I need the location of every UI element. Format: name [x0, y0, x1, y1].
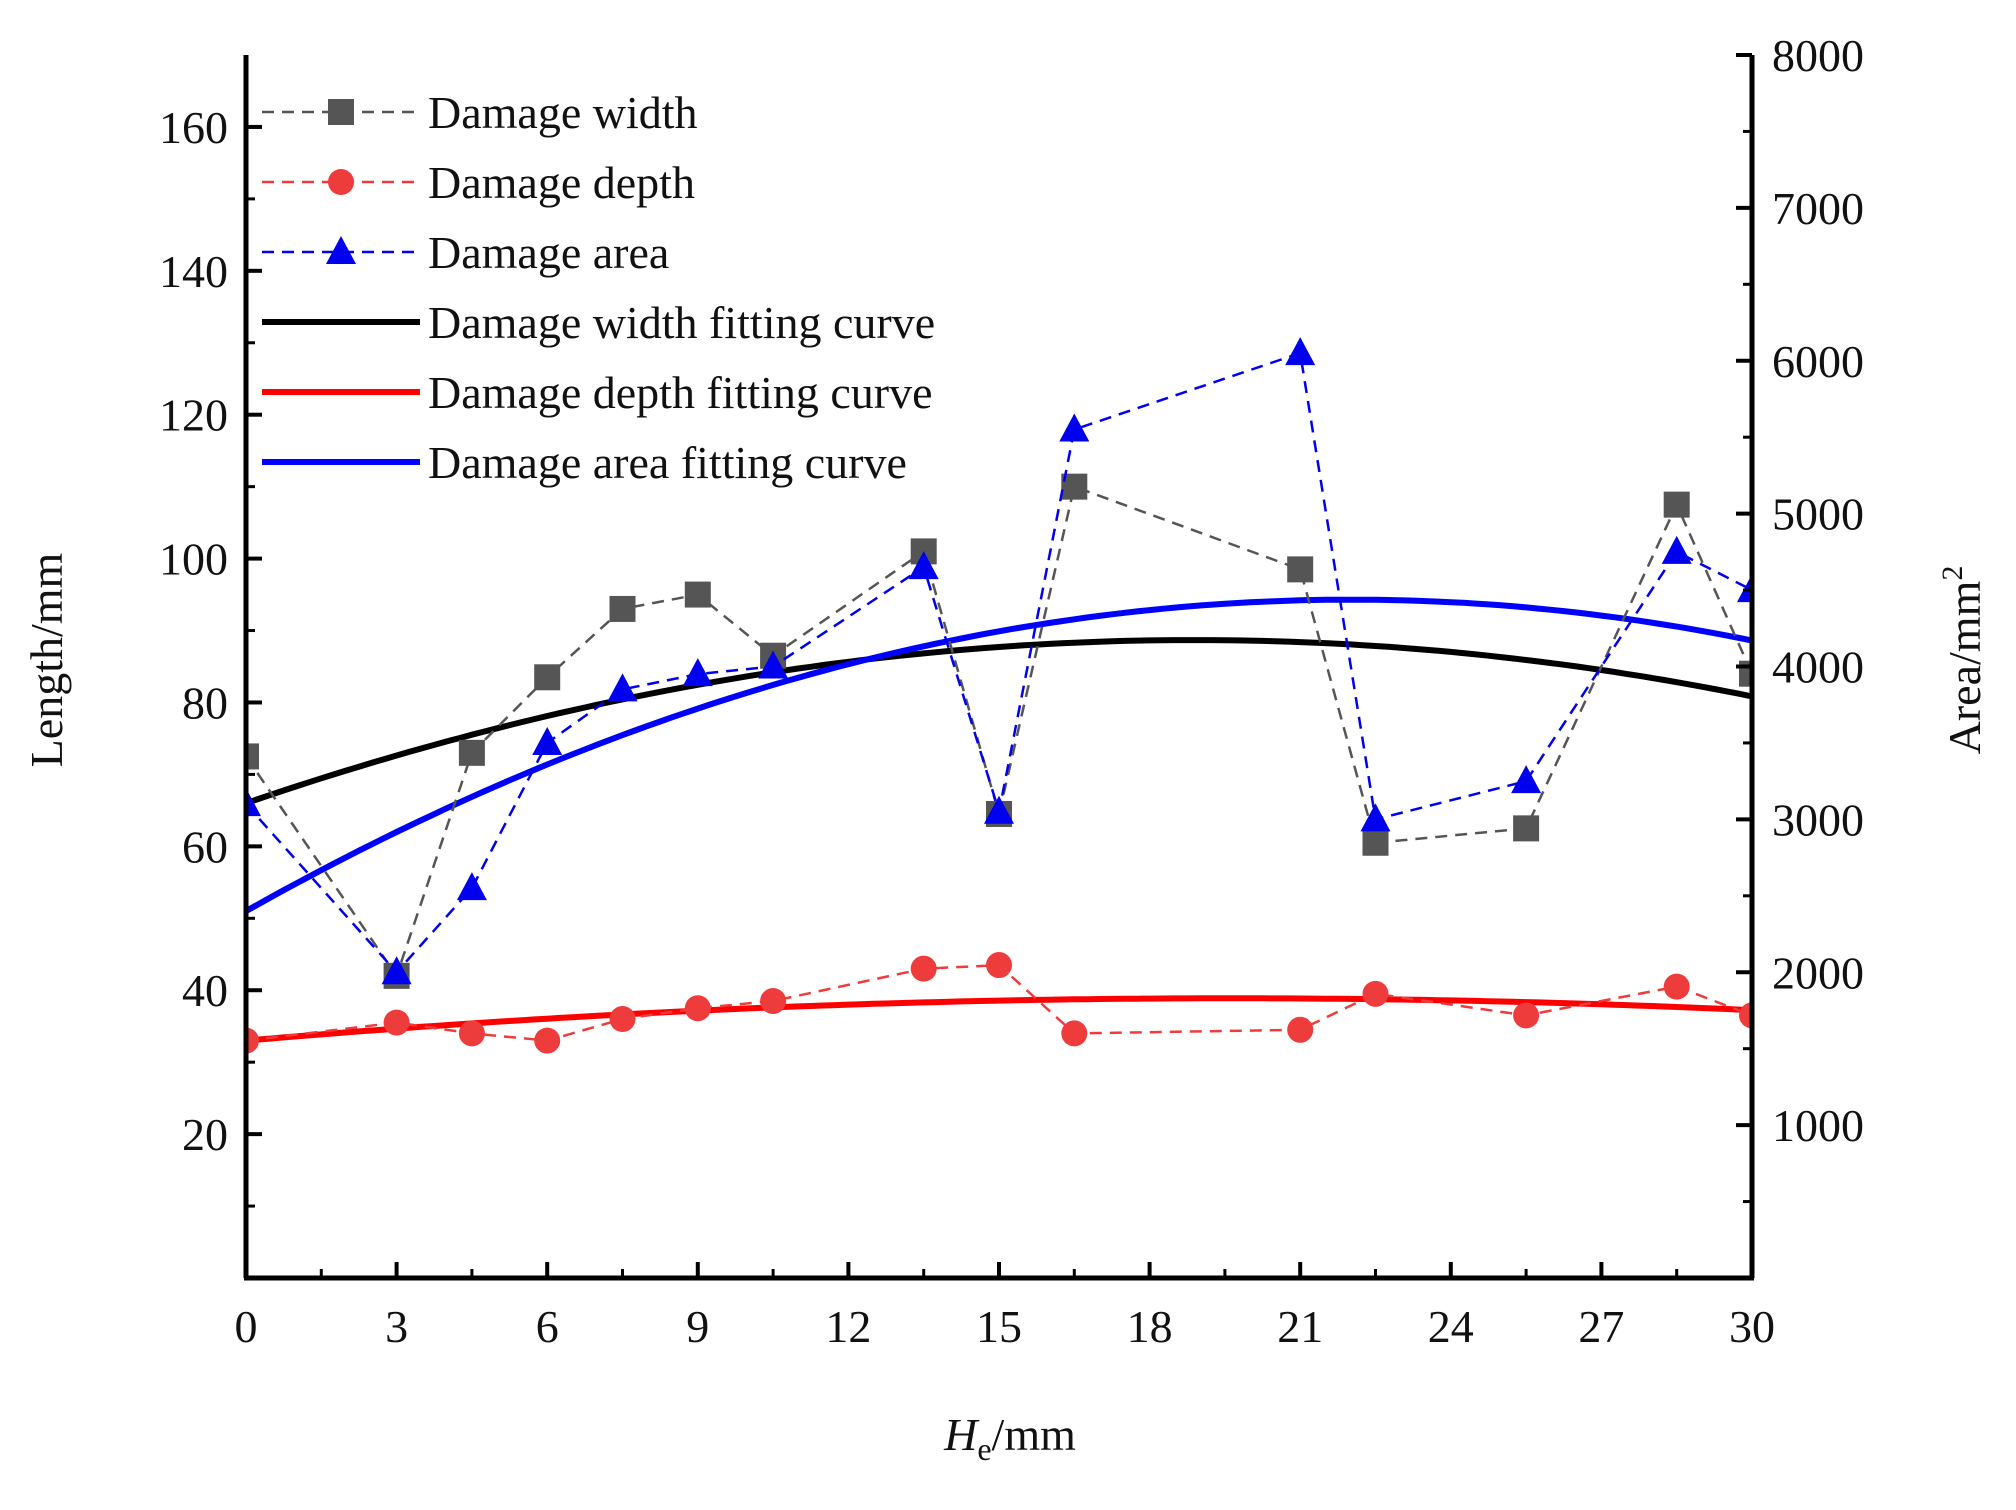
y-axis-label: Length/mm — [21, 552, 72, 767]
x-axis-label-main: H — [943, 1409, 980, 1460]
data-point-0-13 — [1663, 491, 1690, 518]
legend-marker-1 — [328, 169, 354, 195]
legend: Damage width Damage depth Damage area Damag… — [262, 87, 935, 488]
data-point-0-2 — [458, 739, 485, 766]
data-point-1-6 — [760, 988, 787, 1015]
data-point-1-1 — [383, 1009, 410, 1036]
data-point-0-10 — [1287, 556, 1314, 583]
y2-tick-label: 4000 — [1772, 642, 1864, 693]
data-point-1-9 — [1061, 1020, 1088, 1047]
y2-tick-label: 8000 — [1772, 30, 1864, 81]
data-point-2-11 — [1360, 803, 1391, 832]
plot-area — [246, 337, 1752, 1054]
fit-curve-4 — [246, 995, 1752, 1044]
data-point-1-2 — [458, 1020, 485, 1047]
x-tick-label: 27 — [1578, 1301, 1624, 1352]
axes: 0 3 6 9 12 15 18 21 24 27 30 20 40 60 80 100 120 140 160 10… — [159, 30, 1864, 1352]
y-tick-label: 20 — [182, 1109, 228, 1160]
x-tick-label: 30 — [1729, 1301, 1775, 1352]
y2-tick-label: 7000 — [1772, 183, 1864, 234]
y2-axis-label-sup: 2 — [1936, 566, 1969, 581]
data-point-2-1 — [381, 956, 412, 985]
data-point-2-13 — [1661, 535, 1692, 564]
y-tick-label: 140 — [159, 246, 228, 297]
fit-curve-3 — [246, 637, 1752, 807]
data-point-2-14 — [1737, 574, 1752, 603]
data-point-2-7 — [908, 551, 939, 580]
x-tick-label: 12 — [825, 1301, 871, 1352]
x-tick-label: 15 — [976, 1301, 1022, 1352]
series-line-0 — [246, 484, 1752, 979]
x-tick-label: 24 — [1428, 1301, 1474, 1352]
data-point-2-9 — [1059, 413, 1090, 442]
x-tick-label: 3 — [385, 1301, 408, 1352]
data-point-0-3 — [534, 664, 561, 691]
data-point-1-14 — [1739, 1002, 1752, 1029]
data-point-0-12 — [1513, 815, 1540, 842]
y-tick-label: 120 — [159, 390, 228, 441]
y2-tick-label: 6000 — [1772, 336, 1864, 387]
y2-tick-label: 2000 — [1772, 947, 1864, 998]
y2-tick-label: 5000 — [1772, 489, 1864, 540]
data-point-1-4 — [609, 1006, 636, 1033]
data-point-2-4 — [607, 673, 638, 702]
data-point-1-3 — [534, 1027, 561, 1054]
data-point-2-5 — [682, 658, 713, 687]
data-point-2-10 — [1285, 337, 1316, 366]
data-point-1-0 — [246, 1027, 259, 1054]
legend-label-0: Damage width — [428, 87, 698, 138]
y-tick-label: 80 — [182, 677, 228, 728]
legend-label-1: Damage depth — [428, 157, 695, 208]
x-axis-label-unit: /mm — [992, 1409, 1077, 1460]
data-point-0-4 — [609, 595, 636, 622]
y-tick-label: 60 — [182, 821, 228, 872]
x-tick-label: 18 — [1127, 1301, 1173, 1352]
data-point-1-5 — [684, 995, 711, 1022]
data-point-2-2 — [456, 872, 487, 901]
y-tick-label: 100 — [159, 534, 228, 585]
data-point-1-12 — [1513, 1002, 1540, 1029]
data-point-1-8 — [986, 952, 1012, 979]
x-axis-label: He/mm — [943, 1409, 1076, 1467]
fit-curve-5 — [246, 596, 1752, 914]
data-point-0-11 — [1362, 829, 1389, 856]
data-point-0-5 — [684, 581, 711, 608]
legend-label-4: Damage depth fitting curve — [428, 367, 933, 418]
x-tick-label: 9 — [686, 1301, 709, 1352]
y2-tick-label: 3000 — [1772, 794, 1864, 845]
x-tick-label: 21 — [1277, 1301, 1323, 1352]
legend-label-2: Damage area — [428, 227, 669, 278]
y2-axis-label: Area/mm2 — [1936, 566, 1990, 755]
y2-tick-label: 1000 — [1772, 1100, 1864, 1151]
data-point-0-0 — [246, 743, 259, 770]
series-group — [246, 337, 1752, 1054]
legend-label-5: Damage area fitting curve — [428, 437, 907, 488]
data-point-2-8 — [984, 795, 1014, 824]
data-point-1-10 — [1287, 1016, 1314, 1043]
y-tick-label: 40 — [182, 965, 228, 1016]
x-tick-label: 6 — [536, 1301, 559, 1352]
data-point-2-0 — [246, 788, 261, 817]
data-point-2-3 — [532, 726, 563, 755]
x-tick-label: 0 — [235, 1301, 258, 1352]
data-point-2-12 — [1511, 765, 1542, 794]
data-point-1-7 — [910, 955, 937, 982]
legend-marker-2 — [326, 236, 356, 264]
y-tick-label: 160 — [159, 102, 228, 153]
x-axis-label-sub: e — [977, 1431, 991, 1467]
legend-marker-0 — [328, 99, 354, 125]
legend-label-3: Damage width fitting curve — [428, 297, 935, 348]
data-point-1-11 — [1362, 980, 1389, 1007]
y2-axis-label-text: Area/mm — [1939, 580, 1990, 754]
data-point-1-13 — [1663, 973, 1690, 1000]
data-point-2-6 — [758, 650, 789, 679]
